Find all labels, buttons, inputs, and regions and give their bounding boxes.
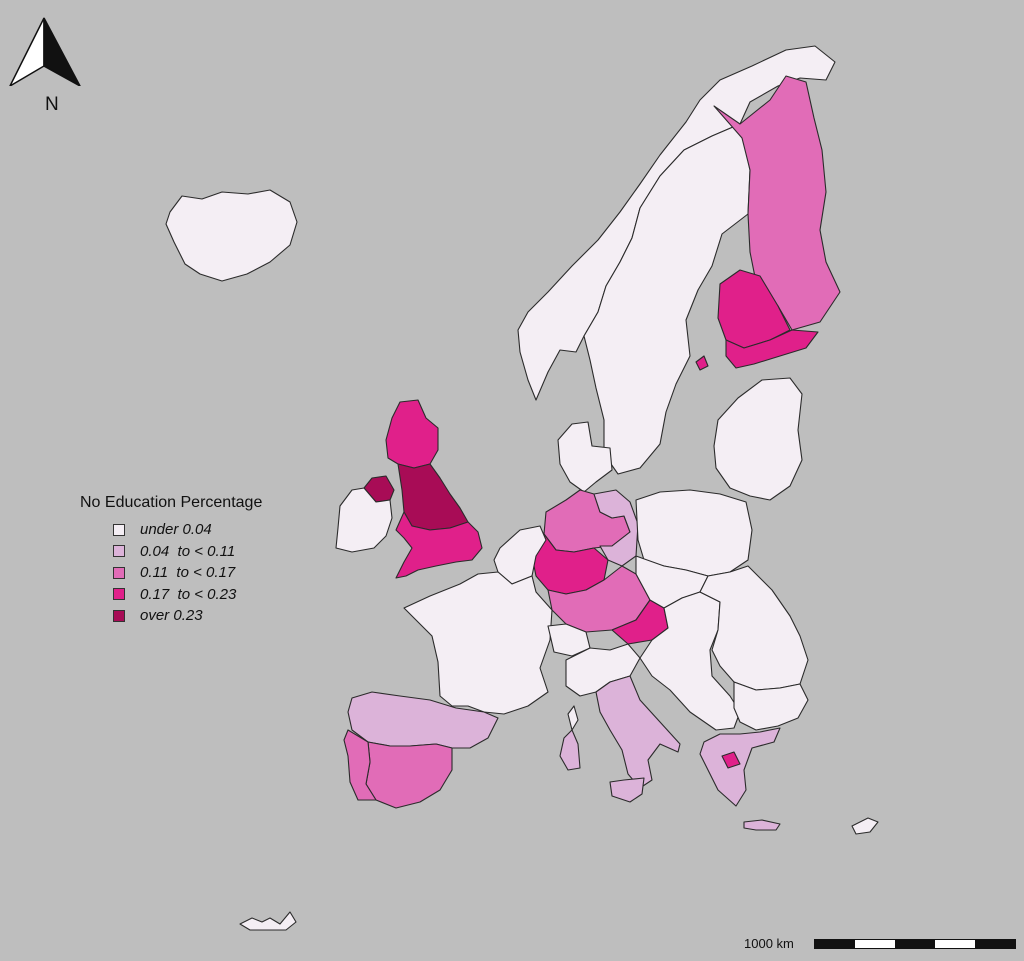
legend: No Education Percentage under 0.04 0.04 … (80, 494, 262, 627)
scale-bar-graphic (814, 939, 1016, 949)
legend-title: No Education Percentage (80, 494, 263, 511)
scale-segment (815, 940, 855, 948)
region-finland-south (725, 329, 819, 369)
region-france (403, 571, 553, 715)
legend-item: 0.17 to < 0.23 (80, 584, 262, 606)
legend-swatch (113, 566, 125, 579)
legend-item: 0.11 to < 0.17 (80, 562, 262, 584)
region-sweden (583, 123, 751, 475)
north-arrow: N (8, 16, 84, 115)
region-crete (743, 819, 781, 831)
region-norway (517, 45, 836, 401)
region-baltics (713, 377, 803, 501)
legend-label: under 0.04 (140, 521, 212, 539)
region-england-south (395, 511, 483, 579)
region-canary-islands (239, 911, 297, 931)
legend-swatch (113, 545, 125, 558)
region-bulgaria (733, 681, 809, 731)
region-ireland (335, 487, 393, 553)
region-portugal (343, 729, 377, 801)
legend-item: over 0.23 (80, 605, 262, 627)
region-germany-east (593, 489, 639, 567)
scale-label: 1000 km (744, 936, 794, 951)
region-spain-south (365, 741, 453, 809)
region-finland-north (713, 75, 841, 331)
region-sardinia (559, 729, 581, 771)
region-benelux (493, 525, 547, 585)
region-greece (699, 727, 781, 807)
region-aland (695, 355, 709, 371)
scale-segment (975, 940, 1015, 948)
legend-label: over 0.23 (140, 607, 203, 625)
region-denmark (557, 421, 613, 493)
regions-layer (165, 45, 879, 931)
legend-item: 0.04 to < 0.11 (80, 541, 262, 563)
legend-label: 0.04 to < 0.11 (140, 542, 236, 560)
legend-swatch (113, 588, 125, 601)
legend-item: under 0.04 (80, 519, 262, 541)
region-cyprus (851, 817, 879, 835)
scale-segment (855, 940, 895, 948)
legend-label: 0.11 to < 0.17 (140, 564, 236, 582)
region-italy-south (595, 675, 681, 789)
legend-swatch (113, 609, 125, 622)
north-label: N (45, 94, 59, 115)
region-spain-north (347, 691, 499, 749)
legend-label: 0.17 to < 0.23 (140, 585, 237, 603)
region-corsica (567, 705, 579, 731)
north-arrow-icon (8, 17, 82, 88)
region-sicily (609, 777, 645, 803)
legend-swatch (113, 523, 125, 536)
region-scotland (385, 399, 439, 469)
region-iceland (165, 189, 298, 282)
scale-segment (935, 940, 975, 948)
region-germany-west (531, 533, 609, 595)
scale-segment (895, 940, 935, 948)
region-attica (721, 751, 741, 769)
